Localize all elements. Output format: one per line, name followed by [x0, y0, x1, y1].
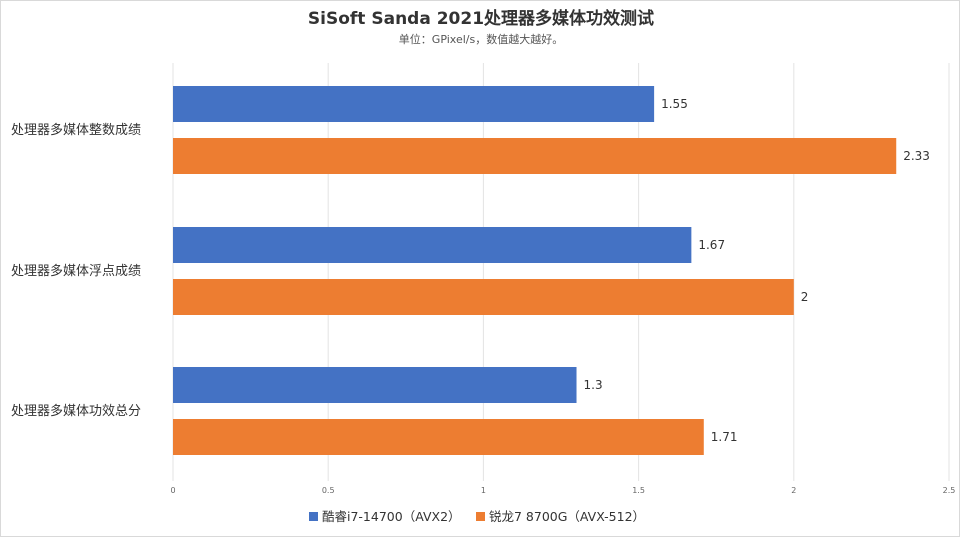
- chart-subtitle: 单位：GPixel/s，数值越大越好。: [399, 32, 563, 46]
- data-label: 1.71: [711, 430, 738, 444]
- legend: 酷睿i7-14700（AVX2） 锐龙7 8700G（AVX-512）: [309, 509, 645, 524]
- category-label: 处理器多媒体浮点成绩: [11, 263, 141, 279]
- data-label: 1.3: [584, 378, 603, 392]
- x-tick-label: 0: [170, 486, 175, 495]
- x-tick-label: 1: [481, 486, 486, 495]
- legend-label: 酷睿i7-14700（AVX2）: [322, 509, 461, 524]
- chart-title: SiSoft Sanda 2021处理器多媒体功效测试: [308, 8, 654, 29]
- data-label: 2: [801, 290, 809, 304]
- category-label: 处理器多媒体整数成绩: [11, 122, 141, 138]
- bar-series1: [173, 227, 692, 263]
- data-label: 1.55: [661, 97, 688, 111]
- x-tick-label: 2: [791, 486, 796, 495]
- x-tick-label: 0.5: [322, 486, 335, 495]
- data-label: 2.33: [903, 149, 930, 163]
- bar-series2: [173, 138, 897, 174]
- category-label: 处理器多媒体功效总分: [11, 403, 141, 419]
- bar-series1: [173, 367, 577, 403]
- data-label: 1.67: [698, 238, 725, 252]
- x-axis-ticks: 0 0.5 1 1.5 2 2.5: [170, 486, 955, 495]
- bars: [173, 86, 897, 455]
- legend-label: 锐龙7 8700G（AVX-512）: [489, 509, 645, 524]
- legend-swatch: [309, 512, 318, 521]
- x-tick-label: 2.5: [943, 486, 956, 495]
- bar-series2: [173, 279, 794, 315]
- x-tick-label: 1.5: [632, 486, 645, 495]
- gridlines: [172, 63, 950, 481]
- data-labels: 1.55 2.33 1.67 2 1.3 1.71: [584, 97, 930, 444]
- bar-series1: [173, 86, 655, 122]
- legend-swatch: [476, 512, 485, 521]
- bar-series2: [173, 419, 704, 455]
